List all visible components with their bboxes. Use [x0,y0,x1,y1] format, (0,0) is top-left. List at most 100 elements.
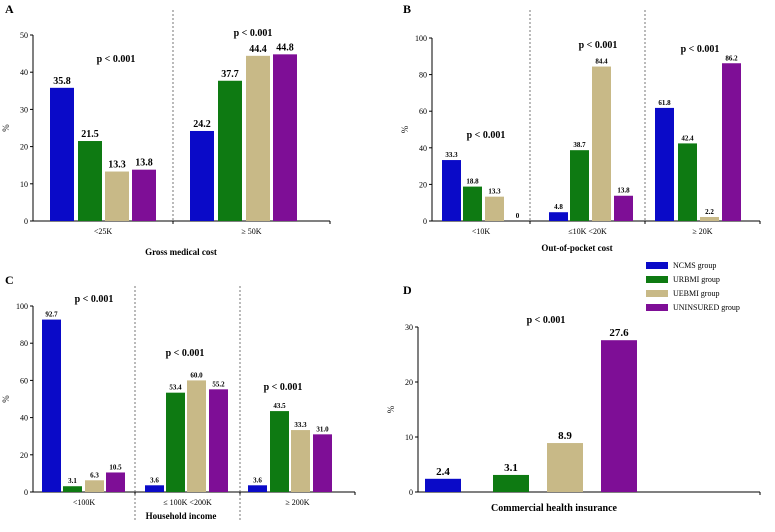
bar-urbmi-group [570,150,589,221]
y-tick-label: 20 [20,451,28,460]
panel-letter-D: D [403,283,412,297]
data-label: 37.7 [221,69,239,80]
y-tick-label: 80 [20,339,28,348]
legend-swatch [646,276,668,283]
data-label: 10.5 [109,463,122,471]
y-tick-label: 20 [20,143,28,152]
legend-label: UEBMI group [673,289,719,298]
y-tick-label: 20 [405,378,413,387]
y-tick-label: 30 [405,323,413,332]
data-label: 13.3 [488,188,501,196]
legend-swatch [646,262,668,269]
bar-uebmi-group [700,216,719,221]
data-label: 13.3 [108,160,126,171]
y-tick-label: 10 [405,433,413,442]
bar-ncms-group [42,319,61,492]
category-label: <100K [73,498,96,507]
p-value-label: p < 0.001 [527,315,566,326]
bar-urbmi-group [270,411,289,492]
p-value-label: p < 0.001 [681,44,720,55]
y-tick-label: 60 [20,376,28,385]
data-label: 2.4 [436,466,450,478]
bar-ncms-group [549,212,568,221]
panel-D: D 0 10 20 30% 2.4 3.1 8.9 27.6 p < 0.001 Commercia… [386,283,761,514]
bar-urbmi-group [218,80,242,221]
y-tick-label: 0 [24,488,28,497]
bar-ncms-group [145,485,164,492]
category-label: ≥ 20K [692,227,712,236]
data-label: 3.1 [68,477,77,485]
y-tick-label: 0 [409,488,413,497]
y-tick-label: 0 [24,217,28,226]
bar-uebmi-group [592,66,611,221]
y-tick-label: 0 [423,217,427,226]
y-tick-label: 100 [16,302,28,311]
p-value-label: p < 0.001 [234,28,273,39]
y-axis-label: % [386,405,396,413]
panel-letter-B: B [403,2,411,16]
legend-swatch [646,290,668,297]
bar-uninsured-group [106,472,125,492]
bar-uninsured-group [273,54,297,222]
bar-uebmi-group [291,430,310,492]
bar-uebmi-group [187,380,206,492]
y-axis-label: % [400,125,410,133]
bar-uninsured-group [209,389,228,492]
category-label: ≤10K <20K [568,227,607,236]
bar-urbmi-group [78,141,102,221]
panel-A: A 0 10 20 30 40 50% 35.8 21.5 13.3 13.8 p < 0.001 <2… [1,2,331,257]
x-axis-title: Out-of-pocket cost [541,243,612,253]
legend-swatch [646,304,668,311]
panel-letter-C: C [5,273,14,287]
p-value-label: p < 0.001 [264,382,303,393]
y-tick-label: 30 [20,105,28,114]
data-label: 13.8 [135,158,153,169]
bar-uebmi-group [547,443,583,492]
data-label: 84.4 [595,58,608,66]
category-label: ≤ 100K <200K [163,498,212,507]
data-label: 2.2 [705,208,714,216]
bar-uninsured-group [313,434,332,492]
bar-uebmi-group [85,480,104,492]
data-label: 3.6 [253,476,262,484]
data-label: 53.4 [169,384,182,392]
bar-ncms-group [655,107,674,221]
category-label: ≥ 200K [285,498,309,507]
data-label: 6.3 [90,471,99,479]
legend-label: NCMS group [673,261,716,270]
bar-uebmi-group [485,196,504,221]
x-axis-title: Commercial health insurance [491,503,617,514]
data-label: 21.5 [81,129,99,140]
legend: NCMS group URBMI group UEBMI group UNINSURE… [646,261,740,312]
data-label: 35.8 [53,76,71,87]
bar-ncms-group [50,87,74,221]
p-value-label: p < 0.001 [166,348,205,359]
bar-uninsured-group [614,195,633,221]
y-axis-label: % [1,124,11,132]
category-label: <10K [472,227,491,236]
data-label: 3.6 [150,476,159,484]
y-tick-label: 50 [20,31,28,40]
data-label: 18.8 [466,178,479,186]
x-axis-title: Gross medical cost [145,247,217,257]
p-value-label: p < 0.001 [467,130,506,141]
bar-urbmi-group [166,392,185,492]
y-axis-label: % [1,395,11,403]
data-label: 43.5 [273,402,286,410]
panel-C: C 0 20 40 60 80 100% 92.7 3.1 6.3 10.5 p < 0.001 <10… [1,273,356,522]
data-label: 24.2 [193,119,211,130]
bar-ncms-group [248,485,267,492]
bar-urbmi-group [678,143,697,221]
data-label: 4.8 [554,203,563,211]
data-label: 86.2 [725,54,738,62]
x-axis-title: Household income [146,511,217,521]
data-label: 44.4 [249,44,267,55]
bar-urbmi-group [463,186,482,221]
bar-ncms-group [425,478,461,492]
data-label: 13.8 [617,187,630,195]
bar-ncms-group [442,160,461,221]
y-tick-label: 40 [20,414,28,423]
data-label: 55.2 [212,380,225,388]
bar-uninsured-group [722,63,741,222]
bar-ncms-group [190,130,214,221]
